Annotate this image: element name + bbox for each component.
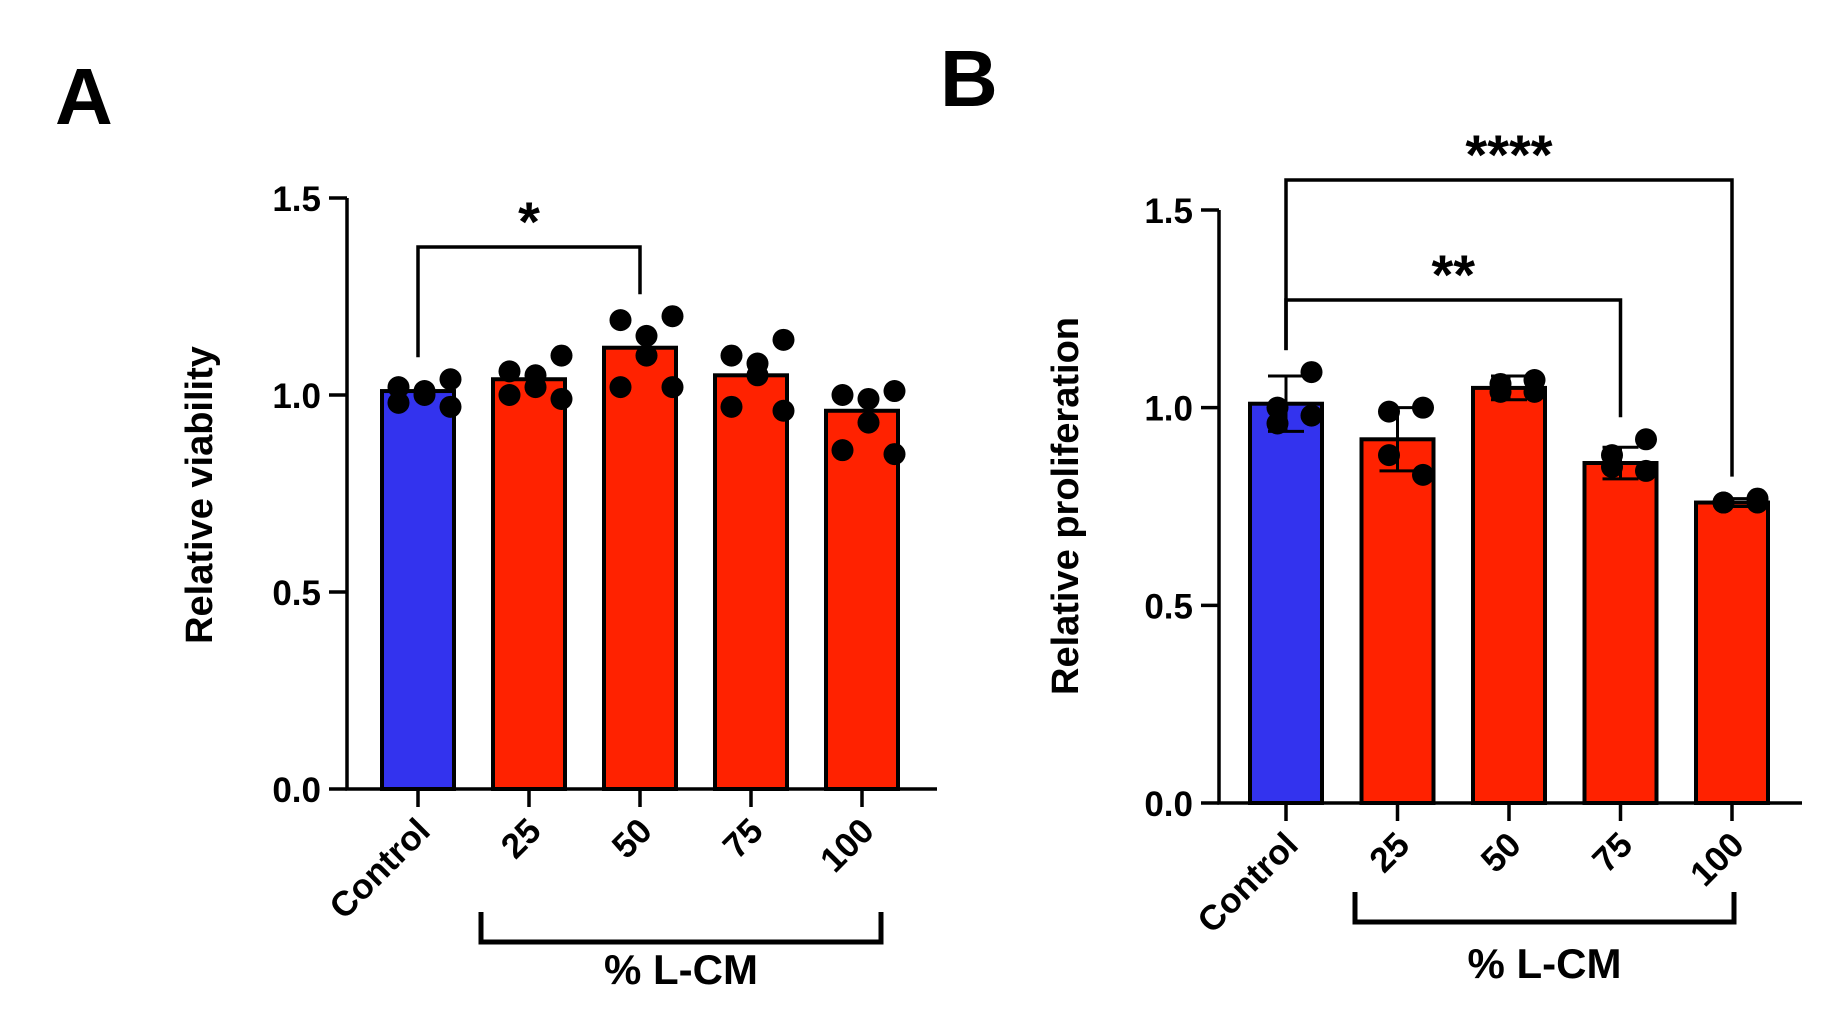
data-point	[1412, 396, 1434, 419]
data-point	[857, 411, 880, 434]
data-point	[1412, 463, 1434, 486]
x-tick-label: 100	[1683, 825, 1752, 894]
y-axis-label: Relative proliferation	[1045, 317, 1087, 695]
y-tick-label: 1.5	[1144, 192, 1193, 231]
data-point	[772, 399, 795, 422]
data-point	[387, 391, 410, 414]
data-point	[772, 328, 795, 351]
data-point	[661, 305, 684, 328]
x-tick-label: Control	[322, 811, 438, 927]
data-point	[635, 344, 658, 367]
data-point	[1635, 459, 1657, 482]
data-point	[883, 443, 906, 466]
data-point	[413, 384, 436, 406]
data-point	[1601, 455, 1623, 478]
data-point	[1300, 404, 1323, 427]
x-tick-label: 50	[1474, 825, 1529, 880]
data-point	[1712, 491, 1735, 514]
bar	[824, 408, 900, 791]
data-point	[498, 384, 521, 406]
bar	[1582, 461, 1659, 805]
group-bracket	[478, 912, 884, 945]
x-tick-label: 50	[605, 811, 660, 866]
bar	[491, 377, 567, 791]
data-point	[387, 376, 410, 399]
x-tick-label: 75	[716, 811, 771, 866]
significance-label: *	[518, 190, 540, 253]
y-tick-label: 0.5	[1144, 587, 1193, 626]
data-point	[550, 344, 573, 367]
panel-label: B	[940, 34, 998, 123]
bar	[1694, 500, 1770, 805]
y-tick-label: 1.0	[272, 377, 321, 416]
significance-label: **	[1431, 243, 1475, 306]
data-point	[1266, 412, 1289, 435]
x-tick-label: Control	[1190, 825, 1306, 941]
y-tick-label: 0.5	[272, 574, 321, 613]
y-tick-label: 0.0	[1144, 785, 1193, 824]
data-point	[746, 364, 769, 387]
data-point	[550, 387, 573, 410]
data-point	[883, 380, 906, 403]
data-point	[720, 395, 743, 418]
significance-bracket	[416, 245, 642, 358]
bar	[713, 373, 789, 791]
panel-label: A	[55, 52, 113, 141]
group-label: % L-CM	[1468, 940, 1622, 987]
bar	[602, 345, 678, 791]
y-tick-label: 0.0	[272, 771, 321, 810]
data-point	[635, 324, 658, 347]
data-point	[609, 376, 632, 399]
data-point	[1746, 491, 1769, 514]
y-tick-label: 1.0	[1144, 390, 1193, 429]
x-tick-label: 25	[494, 811, 549, 866]
data-point	[439, 395, 462, 418]
significance-bracket	[1284, 178, 1734, 477]
data-point	[1300, 361, 1323, 384]
data-point	[1523, 380, 1546, 403]
bar	[1248, 401, 1324, 805]
data-point	[661, 376, 684, 399]
data-point	[609, 309, 632, 332]
data-point	[1489, 380, 1512, 403]
bar	[1471, 385, 1547, 805]
data-point	[524, 376, 547, 399]
y-tick-label: 1.5	[272, 180, 321, 219]
x-tick-label: 100	[813, 811, 882, 880]
x-tick-label: 75	[1585, 825, 1640, 880]
x-tick-label: 25	[1362, 825, 1417, 880]
data-point	[1378, 444, 1400, 467]
data-point	[831, 439, 854, 462]
data-point	[720, 344, 743, 367]
group-label: % L-CM	[604, 946, 758, 993]
data-point	[831, 384, 854, 406]
bar	[1359, 437, 1436, 805]
data-point	[1635, 428, 1657, 451]
data-point	[1378, 400, 1400, 423]
data-point	[498, 360, 521, 383]
bar	[380, 389, 456, 791]
y-axis-label: Relative viability	[179, 346, 221, 644]
data-point	[1266, 396, 1289, 419]
significance-label: ****	[1465, 123, 1552, 186]
data-point	[857, 387, 880, 410]
significance-bracket	[1284, 298, 1623, 418]
data-point	[439, 368, 462, 391]
group-bracket	[1352, 892, 1737, 925]
